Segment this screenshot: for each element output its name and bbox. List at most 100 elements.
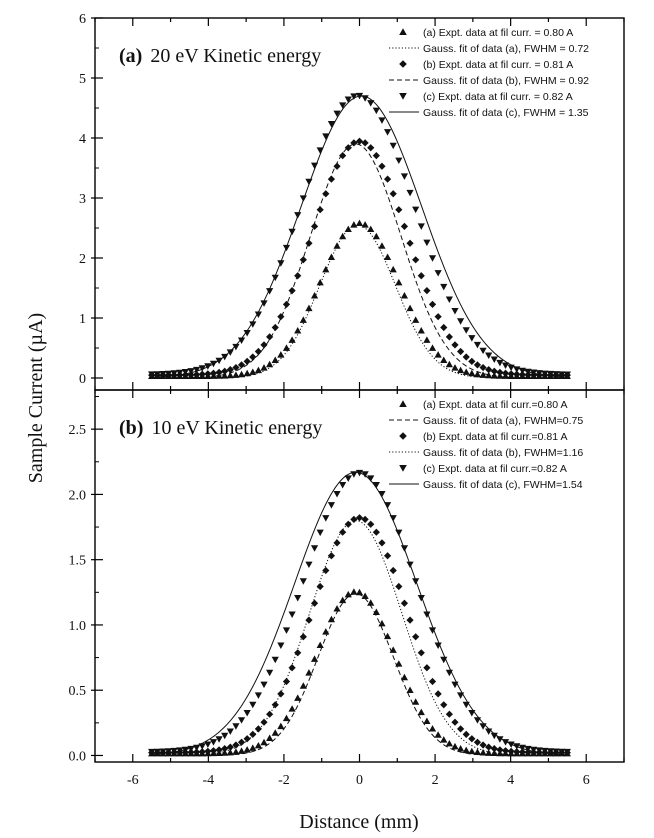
data-point-diamond <box>423 287 431 295</box>
data-point-triangle-down <box>193 366 201 374</box>
data-point-diamond <box>355 137 364 145</box>
data-point-triangle-down <box>339 102 347 109</box>
data-point-diamond <box>271 323 279 332</box>
data-point-diamond <box>367 520 375 528</box>
data-point-triangle-down <box>333 110 341 118</box>
data-point-diamond <box>215 368 223 376</box>
data-point-diamond <box>221 367 229 375</box>
data-point-triangle-up <box>389 265 397 273</box>
data-point-triangle-up <box>417 708 425 716</box>
data-point-triangle-down <box>367 100 375 107</box>
legend-marker <box>399 432 407 440</box>
data-point-diamond <box>468 357 476 365</box>
data-point-diamond <box>383 175 392 183</box>
data-point-diamond <box>333 539 341 547</box>
data-point-triangle-up <box>423 717 431 725</box>
data-point-triangle-up <box>260 738 268 746</box>
panel-title-b: (b) 10 eV Kinetic energy <box>119 417 322 439</box>
data-point-triangle-down <box>299 578 307 585</box>
data-point-diamond <box>209 369 218 377</box>
data-point-diamond <box>496 368 504 376</box>
data-point-triangle-down <box>215 736 223 743</box>
data-point-triangle-down <box>164 370 173 378</box>
data-point-triangle-up <box>372 232 380 240</box>
data-point-diamond <box>372 528 380 536</box>
panel-a: 0 1 2 3 4 5 6 (a) 20 eV Kinetic energy (a) Expt. … <box>79 12 625 391</box>
data-point-triangle-up <box>367 599 375 606</box>
data-point-triangle-down <box>462 327 470 334</box>
data-point-triangle-up <box>266 734 274 742</box>
data-point-triangle-up <box>226 371 234 379</box>
data-point-triangle-down <box>423 239 431 247</box>
data-point-triangle-down <box>479 347 487 355</box>
data-point-triangle-down <box>333 491 341 498</box>
data-point-triangle-down <box>187 368 195 375</box>
x-tick-label: 2 <box>432 773 439 788</box>
data-point-triangle-up <box>400 291 409 299</box>
data-point-triangle-down <box>232 723 240 730</box>
legend-label: (a) Expt. data at fil curr. = 0.80 A <box>423 27 573 39</box>
data-point-triangle-down <box>473 717 482 724</box>
data-point-diamond <box>395 582 403 591</box>
data-point-triangle-down <box>372 481 380 489</box>
data-point-triangle-up <box>305 304 313 312</box>
data-point-triangle-down <box>535 370 543 377</box>
data-point-diamond <box>305 239 313 247</box>
data-point-triangle-down <box>260 681 268 689</box>
data-point-triangle-up <box>462 368 470 375</box>
data-point-diamond <box>507 747 515 755</box>
y-axis-title: Sample Current (µA) <box>25 313 47 483</box>
data-point-triangle-down <box>473 341 482 349</box>
data-point-diamond <box>507 370 515 378</box>
data-point-triangle-down <box>485 352 493 360</box>
data-point-triangle-up <box>445 739 453 747</box>
data-point-diamond <box>417 649 425 657</box>
fit-line-a <box>189 143 530 379</box>
data-point-diamond <box>361 139 369 147</box>
legend-label: (c) Expt. data at fil curr.=0.82 A <box>423 463 567 475</box>
data-point-triangle-up <box>221 749 229 756</box>
data-point-triangle-up <box>423 336 431 343</box>
data-point-triangle-down <box>322 515 330 522</box>
data-point-diamond <box>316 206 324 214</box>
x-tick-label: -4 <box>203 773 215 788</box>
data-point-triangle-up <box>271 729 279 736</box>
data-point-diamond <box>501 369 510 377</box>
data-point-triangle-down <box>198 365 206 372</box>
data-point-diamond <box>501 747 510 755</box>
data-point-triangle-up <box>237 747 246 754</box>
data-point-diamond <box>518 748 526 756</box>
data-point-diamond <box>395 206 403 214</box>
data-point-diamond <box>277 313 285 321</box>
data-point-triangle-down <box>164 748 173 755</box>
data-point-diamond <box>389 566 397 575</box>
data-point-triangle-up <box>221 372 229 379</box>
data-point-diamond <box>462 353 470 361</box>
data-point-triangle-up <box>400 673 409 681</box>
data-point-diamond <box>232 363 240 372</box>
data-point-triangle-up <box>226 748 234 756</box>
data-point-diamond <box>327 552 336 560</box>
data-point-diamond <box>412 256 420 264</box>
data-point-triangle-up <box>428 725 437 732</box>
data-point-triangle-up <box>322 265 330 273</box>
data-point-triangle-down <box>344 96 352 104</box>
fit-line-b <box>151 471 568 756</box>
data-point-triangle-up <box>378 619 386 627</box>
fit-line-b <box>170 593 549 756</box>
data-point-triangle-down <box>254 311 262 318</box>
data-point-diamond <box>428 300 437 308</box>
y-tick-label: 1 <box>79 312 86 327</box>
data-point-triangle-up <box>232 371 240 378</box>
data-point-triangle-down <box>209 739 218 746</box>
data-point-triangle-up <box>266 360 274 368</box>
data-point-triangle-up <box>271 356 279 363</box>
legend-label: (b) Expt. data at fil curr.=0.81 A <box>423 431 567 443</box>
data-point-diamond <box>473 738 482 746</box>
data-point-triangle-down <box>237 337 246 344</box>
data-point-diamond <box>361 515 369 523</box>
data-point-triangle-down <box>237 717 246 724</box>
y-tick-label: 3 <box>79 192 86 207</box>
data-point-triangle-down <box>153 748 161 756</box>
data-point-triangle-up <box>462 746 470 754</box>
